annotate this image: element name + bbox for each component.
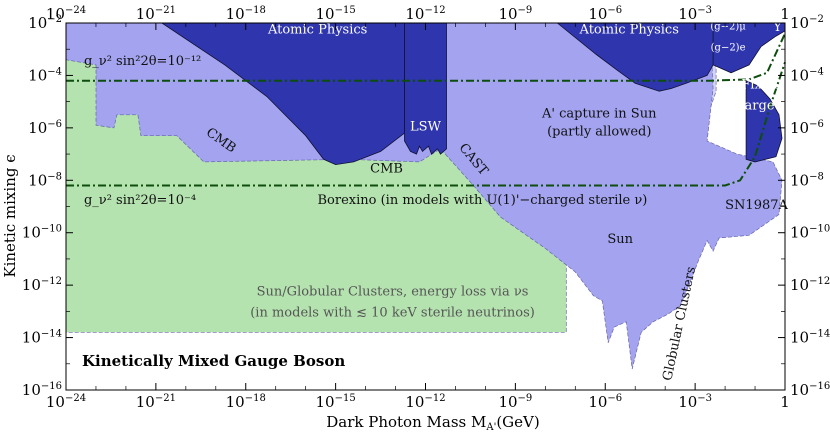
ticks-layer: 10−2410−2410−2110−2110−1810−1810−1510−15… xyxy=(22,5,830,411)
annotation-16: SN1987A xyxy=(725,198,788,213)
annotation-12: (partly allowed) xyxy=(547,125,651,140)
y-tick-label-left-1: 10−4 xyxy=(28,66,62,84)
annotation-4: Υ xyxy=(772,20,782,35)
y-tick-label-right-4: 10−10 xyxy=(790,224,830,242)
annotation-19: g_ν² sin²2θ=10⁻¹² xyxy=(84,54,201,69)
y-tick-label-left-6: 10−14 xyxy=(22,329,62,347)
x-axis-label-sub: A' xyxy=(485,422,496,433)
y-tick-label-right-6: 10−14 xyxy=(790,329,830,347)
series-line-1 xyxy=(66,61,786,187)
y-tick-label-right-1: 10−4 xyxy=(790,66,824,84)
annotation-14: Sun xyxy=(607,232,633,247)
y-tick-label-left-4: 10−10 xyxy=(22,224,62,242)
annotation-7: LSW xyxy=(410,119,442,134)
annotation-6: target xyxy=(739,99,780,114)
x-axis-label-main: Dark Photon Mass M xyxy=(326,413,486,431)
x-tick-label-top-3: 10−15 xyxy=(316,5,356,23)
x-tick-label-top-1: 10−21 xyxy=(136,5,176,23)
x-tick-label-bottom-5: 10−9 xyxy=(498,393,532,411)
y-tick-label-left-3: 10−8 xyxy=(28,171,62,189)
annotation-9: CMB xyxy=(370,161,403,176)
y-tick-label-left-5: 10−12 xyxy=(22,276,62,294)
y-axis-label: Kinetic mixing ϵ xyxy=(1,154,19,277)
y-tick-label-right-5: 10−12 xyxy=(790,276,830,294)
series-line-0 xyxy=(66,33,786,82)
y-tick-label-left-7: 10−16 xyxy=(22,381,62,399)
annotation-13: Borexino (in models with U(1)'−charged s… xyxy=(317,193,647,208)
x-tick-label-top-4: 10−12 xyxy=(405,5,445,23)
y-tick-label-left-2: 10−6 xyxy=(28,119,62,137)
series-layer xyxy=(66,33,786,187)
annotation-1: Atomic Physics xyxy=(579,22,679,37)
y-tick-label-right-2: 10−6 xyxy=(790,119,824,137)
region-2 xyxy=(65,22,783,370)
y-tick-label-right-0: 10−2 xyxy=(790,14,824,32)
y-tick-label-right-7: 10−16 xyxy=(790,381,830,399)
x-tick-label-bottom-8: 1 xyxy=(780,393,790,411)
x-tick-label-top-6: 10−6 xyxy=(588,5,622,23)
annotation-11: A' capture in Sun xyxy=(541,106,657,121)
x-tick-label-bottom-4: 10−12 xyxy=(405,393,445,411)
region-4 xyxy=(404,22,447,155)
x-tick-label-bottom-7: 10−3 xyxy=(678,393,712,411)
x-axis-label: Dark Photon Mass MA'(GeV) xyxy=(326,413,539,433)
x-tick-label-bottom-0: 10−24 xyxy=(46,393,86,411)
y-tick-label-left-0: 10−2 xyxy=(28,14,62,32)
annotations-layer: Atomic Physics Atomic Physics (g−2)μ (g−2)e… xyxy=(84,20,789,382)
chart-title: Kinetically Mixed Gauge Boson xyxy=(82,352,345,370)
x-tick-label-bottom-3: 10−15 xyxy=(316,393,356,411)
annotation-17: Sun/Globular Clusters, energy loss via ν… xyxy=(257,285,529,300)
x-tick-label-bottom-1: 10−21 xyxy=(136,393,176,411)
x-tick-label-top-7: 10−3 xyxy=(678,5,712,23)
region-7 xyxy=(745,80,783,163)
annotation-5: Fixed xyxy=(741,78,778,93)
regions-layer xyxy=(65,22,786,370)
annotation-2: (g−2)μ xyxy=(710,22,746,33)
annotation-0: Atomic Physics xyxy=(267,22,367,37)
annotation-18: (in models with ≲ 10 keV sterile neutrin… xyxy=(250,306,535,321)
x-tick-label-top-2: 10−18 xyxy=(226,5,266,23)
x-tick-label-top-5: 10−9 xyxy=(498,5,532,23)
x-tick-label-top-0: 10−24 xyxy=(46,5,86,23)
x-tick-label-bottom-2: 10−18 xyxy=(226,393,266,411)
y-tick-label-right-3: 10−8 xyxy=(790,171,824,189)
x-tick-label-bottom-6: 10−6 xyxy=(588,393,622,411)
annotation-20: g_ν² sin²2θ=10⁻⁴ xyxy=(84,193,196,208)
x-axis-label-unit: (GeV) xyxy=(496,413,539,431)
annotation-3: (g−2)e xyxy=(711,43,746,54)
x-tick-label-top-8: 1 xyxy=(780,5,790,23)
